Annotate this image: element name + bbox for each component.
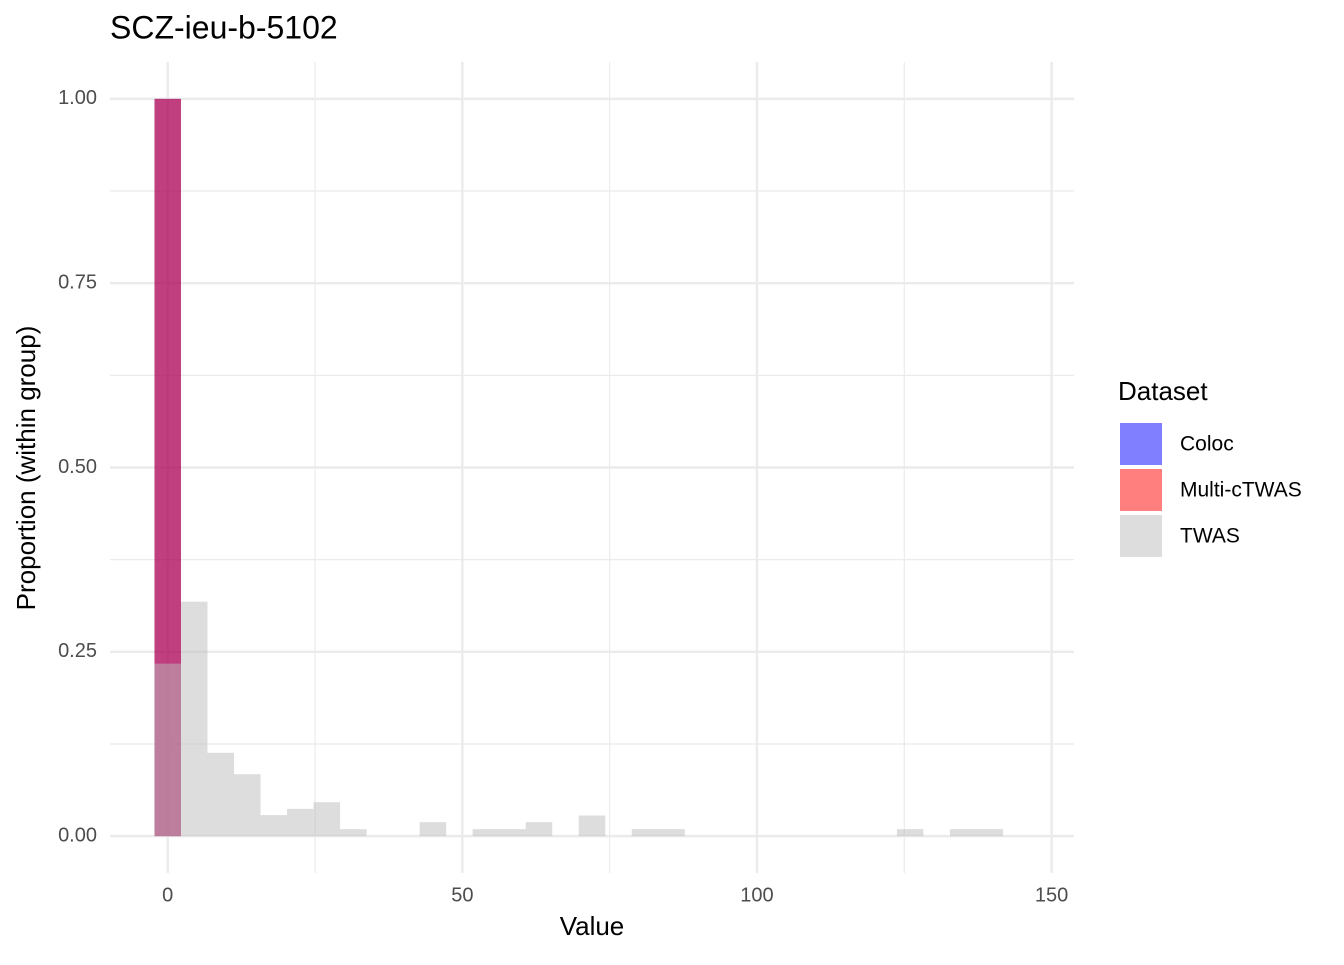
histogram-bar [260,815,288,837]
x-tick-label: 100 [740,884,773,906]
histogram-bar [313,802,341,837]
y-tick-label: 0.00 [58,824,97,846]
histogram-bar [234,774,261,837]
y-axis-title: Proportion (within group) [11,326,41,611]
histogram-bar [419,822,447,837]
chart-title: SCZ-ieu-b-5102 [110,9,338,45]
x-tick-label: 50 [451,884,473,906]
y-tick-label: 0.25 [58,640,97,662]
histogram-bar [499,829,526,837]
histogram-bar [525,822,553,837]
x-tick-label: 0 [162,884,173,906]
x-axis-title: Value [560,911,625,941]
legend-label: Multi-cTWAS [1180,479,1302,502]
x-tick-label: 150 [1035,884,1068,906]
histogram-bar [472,829,500,837]
y-tick-label: 0.50 [58,456,97,478]
histogram-bar [181,601,208,837]
y-tick-label: 1.00 [58,87,97,109]
histogram-bar [287,808,314,837]
legend-swatch [1120,469,1162,511]
histogram-bar [949,829,977,837]
y-tick-label: 0.75 [58,271,97,293]
histogram-bar [340,829,367,837]
legend-swatch [1120,515,1162,557]
histogram-bar [658,829,685,837]
histogram-bar [896,829,924,837]
histogram-bar [976,829,1003,837]
histogram-bar [578,815,606,837]
histogram-bar [631,829,659,837]
legend-label: TWAS [1180,525,1240,548]
histogram-bar [154,663,182,837]
legend-swatch [1120,423,1162,465]
histogram-bar [207,752,235,837]
legend-label: Coloc [1180,433,1234,456]
legend-title: Dataset [1118,376,1208,406]
